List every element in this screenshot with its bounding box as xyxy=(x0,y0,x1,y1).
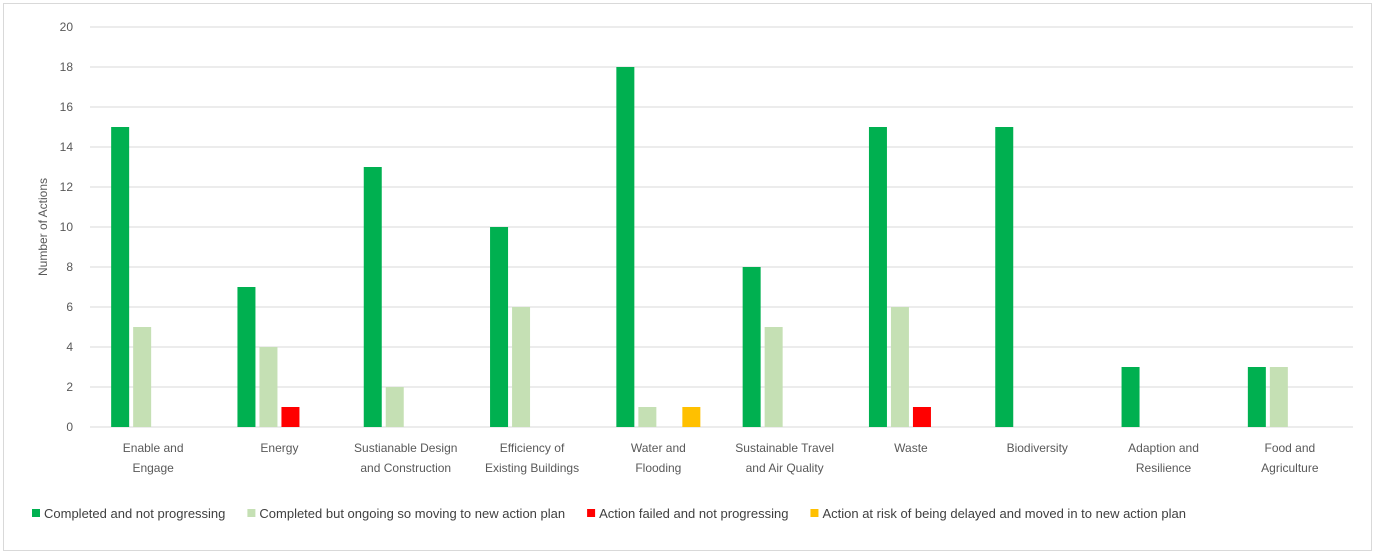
x-tick-label: Adaption and Resilience xyxy=(1128,441,1199,475)
bar xyxy=(133,327,152,427)
x-tick-label-line: and Air Quality xyxy=(746,461,824,475)
x-tick-label-line: Biodiversity xyxy=(1007,441,1068,455)
x-tick-label-line: Existing Buildings xyxy=(485,461,579,475)
x-tick-label: Sustainable Travel and Air Quality xyxy=(735,441,834,475)
bar xyxy=(111,127,130,427)
x-tick-label: Enable and Engage xyxy=(123,441,184,475)
x-tick-label-line: and Construction xyxy=(360,461,451,475)
gridlines xyxy=(90,26,1353,428)
y-tick-label: 8 xyxy=(66,260,73,274)
bar xyxy=(490,227,509,427)
x-tick-label: Biodiversity xyxy=(1007,441,1068,455)
x-tick-label-line: Sustainable Travel xyxy=(735,441,834,455)
bar xyxy=(1121,367,1140,427)
bar xyxy=(385,387,404,427)
bar xyxy=(237,287,256,427)
legend-label: Action at risk of being delayed and move… xyxy=(822,506,1186,521)
legend-swatch xyxy=(587,509,596,517)
x-tick-label: Sustianable Design and Construction xyxy=(354,441,457,475)
y-tick-label: 10 xyxy=(60,220,74,234)
x-tick-label-line: Energy xyxy=(260,441,298,455)
bar xyxy=(912,407,931,427)
legend-label: Completed but ongoing so moving to new a… xyxy=(259,506,565,521)
y-axis-ticks: 0 2 4 6 8 10 12 14 16 18 20 xyxy=(60,20,74,434)
x-tick-label-line: Water and xyxy=(631,441,686,455)
x-tick-label-line: Waste xyxy=(894,441,928,455)
y-tick-label: 2 xyxy=(66,380,73,394)
bar xyxy=(638,407,657,427)
x-tick-label-line: Sustianable Design xyxy=(354,441,457,455)
bar xyxy=(682,407,701,427)
x-tick-label: Waste xyxy=(894,441,928,455)
x-tick-label: Efficiency of Existing Buildings xyxy=(485,441,579,475)
chart-frame xyxy=(3,3,1372,551)
legend-swatch xyxy=(32,509,40,517)
x-tick-label-line: Adaption and xyxy=(1128,441,1199,455)
x-tick-label-line: Food and xyxy=(1264,441,1315,455)
x-tick-label: Food and Agriculture xyxy=(1261,441,1319,475)
bar xyxy=(868,127,887,427)
bar xyxy=(764,327,783,427)
legend-label: Action failed and not progressing xyxy=(599,506,788,521)
bar xyxy=(259,347,278,427)
legend-swatch xyxy=(247,509,256,517)
y-tick-label: 4 xyxy=(66,340,73,354)
y-tick-label: 18 xyxy=(60,60,74,74)
x-axis-ticks: Enable and Engage Energy Sustianable Design… xyxy=(123,441,1319,475)
bar xyxy=(281,407,300,427)
x-tick-label-line: Enable and xyxy=(123,441,184,455)
bar xyxy=(512,307,531,427)
y-tick-label: 6 xyxy=(66,300,73,314)
bar xyxy=(1269,367,1288,427)
bar xyxy=(616,67,635,427)
y-tick-label: 16 xyxy=(60,100,74,114)
y-tick-label: 14 xyxy=(60,140,74,154)
x-tick-label-line: Engage xyxy=(132,461,174,475)
x-tick-label-line: Efficiency of xyxy=(500,441,565,455)
y-tick-label: 20 xyxy=(60,20,74,34)
bars xyxy=(111,67,1288,427)
x-tick-label-line: Resilience xyxy=(1136,461,1192,475)
bar xyxy=(363,167,382,427)
bar xyxy=(742,267,761,427)
y-axis-title: Number of Actions xyxy=(36,178,50,276)
x-tick-label-line: Flooding xyxy=(635,461,681,475)
bar xyxy=(1247,367,1266,427)
x-tick-label: Energy xyxy=(260,441,298,455)
x-tick-label-line: Agriculture xyxy=(1261,461,1319,475)
y-tick-label: 0 xyxy=(66,420,73,434)
bar xyxy=(995,127,1014,427)
legend-swatch xyxy=(810,509,819,517)
legend-label: Completed and not progressing xyxy=(44,506,225,521)
legend: Completed and not progressing Completed b… xyxy=(32,506,1186,521)
y-tick-label: 12 xyxy=(60,180,74,194)
bar xyxy=(890,307,909,427)
x-tick-label: Water and Flooding xyxy=(631,441,686,475)
